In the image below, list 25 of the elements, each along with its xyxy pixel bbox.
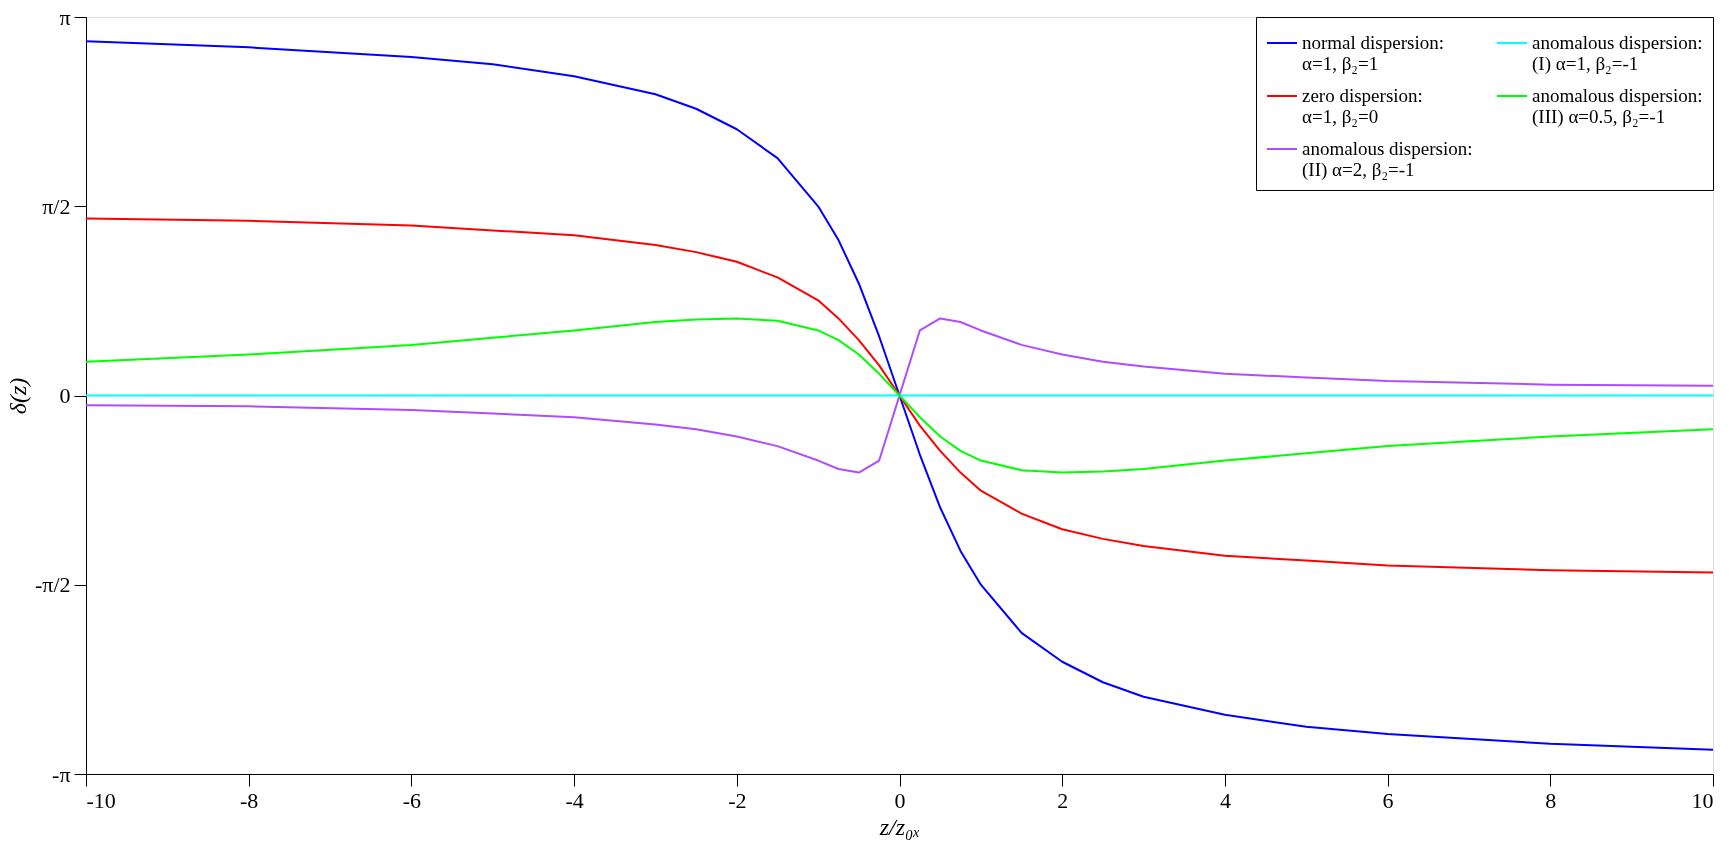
x-tick-label: 2	[1057, 787, 1069, 813]
line-series	[85, 317, 1714, 474]
y-tick-label: -π/2	[34, 572, 71, 598]
legend-label: anomalous dispersion: (III) α=0.5, β₂=-1	[1532, 85, 1703, 128]
x-tick-label: -10	[86, 787, 116, 813]
y-tick-label: π/2	[42, 193, 71, 219]
legend-label: anomalous dispersion: (II) α=2, β₂=-1	[1302, 138, 1473, 181]
x-tick-label: -6	[402, 787, 422, 813]
x-tick-label: 6	[1382, 787, 1394, 813]
legend-label: normal dispersion: α=1, β₂=1	[1302, 32, 1444, 74]
y-tick-label: π	[59, 4, 71, 30]
y-tick-label: -π	[52, 761, 71, 787]
x-tick-label: 0	[894, 787, 906, 813]
y-tick-label: 0	[59, 383, 71, 408]
y-axis-title: δ(z)	[4, 377, 31, 415]
x-tick-label: 4	[1219, 787, 1231, 813]
legend-label: anomalous dispersion: (I) α=1, β₂=-1	[1532, 32, 1703, 75]
x-tick-label: 10	[1691, 787, 1714, 813]
x-tick-label: 8	[1545, 787, 1557, 813]
legend-label: zero dispersion: α=1, β₂=0	[1302, 85, 1423, 127]
x-axis-title: z/z₀ₓ	[878, 813, 921, 840]
x-tick-label: -2	[728, 787, 747, 813]
x-tick-label: -8	[240, 787, 259, 813]
x-tick-label: -4	[565, 787, 584, 813]
line-series	[85, 217, 1714, 574]
